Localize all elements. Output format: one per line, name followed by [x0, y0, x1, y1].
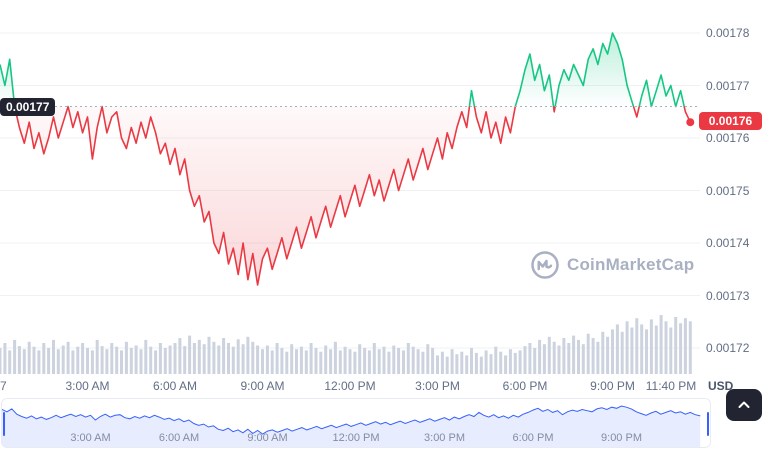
x-axis-tick: 6:00 AM: [152, 379, 198, 393]
x-axis-tick: 3:00 PM: [415, 379, 460, 393]
x-axis: 7 3:00 AM 6:00 AM 9:00 AM 12:00 PM 3:00 PM 6:0…: [0, 377, 700, 395]
x-axis-tick: 12:00 PM: [324, 379, 376, 393]
chevron-up-icon: [738, 401, 750, 408]
coinmarketcap-logo-icon: [531, 251, 559, 279]
volume-bars: [0, 315, 692, 374]
price-line-series: [0, 32, 692, 286]
expand-chart-button[interactable]: [726, 389, 762, 421]
baseline-price-badge: 0.00177: [0, 97, 56, 116]
current-price-badge: 0.00176: [699, 112, 762, 131]
x-axis-tick: 9:00 PM: [590, 379, 635, 393]
navigator-axis-tick: 9:00 PM: [601, 432, 642, 444]
x-axis-tick: 9:00 AM: [240, 379, 285, 393]
x-axis-tick: 6:00 PM: [502, 379, 548, 393]
x-axis-tick: 11:40 PM: [645, 379, 697, 393]
navigator-handle-left[interactable]: [3, 412, 5, 436]
navigator-axis-tick: 6:00 AM: [158, 432, 200, 444]
coinmarketcap-watermark: CoinMarketCap: [530, 250, 694, 280]
x-axis-tick: 3:00 AM: [65, 379, 110, 393]
x-axis-tick: 7: [0, 379, 7, 393]
navigator-axis-tick: 9:00 AM: [247, 432, 288, 444]
navigator-axis-tick: 3:00 AM: [70, 432, 111, 444]
navigator-chart: [2, 405, 701, 447]
y-axis-unit-label: USD: [708, 379, 734, 393]
current-price-dot: [686, 118, 695, 127]
price-chart-canvas[interactable]: [0, 0, 762, 378]
navigator-handle-right[interactable]: [707, 412, 709, 436]
range-navigator[interactable]: 3:00 AM 6:00 AM 9:00 AM 12:00 PM 3:00 PM 6:00…: [1, 398, 711, 448]
navigator-axis-tick: 3:00 PM: [424, 432, 465, 444]
coinmarketcap-watermark-text: CoinMarketCap: [567, 255, 695, 274]
navigator-axis-tick: 12:00 PM: [332, 432, 380, 444]
navigator-axis-tick: 6:00 PM: [512, 432, 554, 444]
